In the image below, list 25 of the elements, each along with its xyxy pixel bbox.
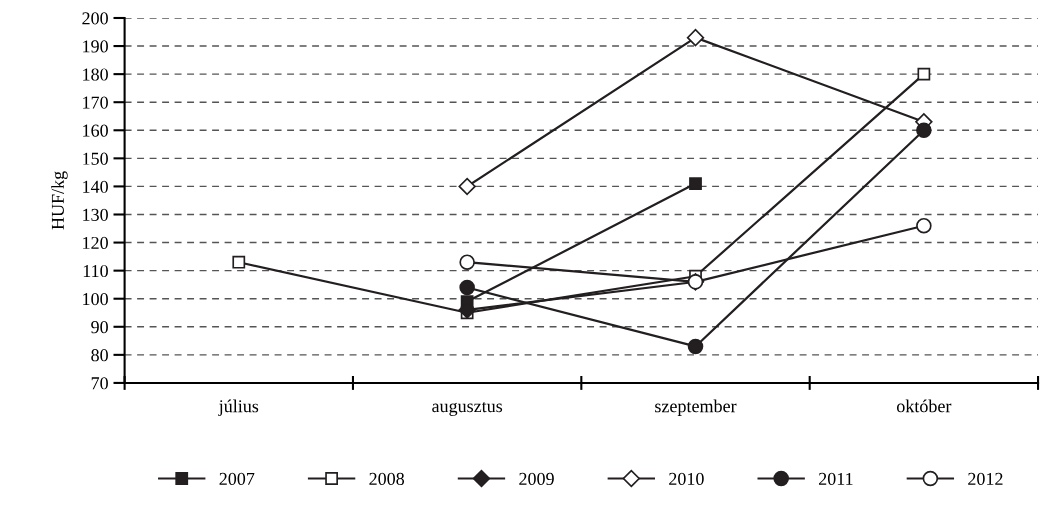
x-tick-label: október	[896, 399, 952, 413]
y-tick-label: 170	[83, 96, 108, 109]
legend-label: 2007	[219, 472, 255, 485]
y-tick-label: 200	[82, 12, 108, 25]
y-tick-label: 190	[83, 40, 108, 53]
x-tick-label: július	[218, 399, 259, 416]
y-tick-label: 120	[83, 236, 108, 250]
y-tick-label: 90	[91, 321, 108, 334]
y-tick-label: 150	[83, 152, 108, 165]
y-tick-label: 140	[83, 180, 108, 193]
legend-label: 2012	[968, 472, 1003, 485]
y-tick-label: 70	[91, 377, 108, 390]
legend-label: 2008	[369, 472, 405, 485]
y-tick-label: 110	[83, 264, 108, 278]
y-tick-label: 160	[83, 124, 108, 137]
x-tick-label: szeptember	[655, 399, 737, 416]
x-tick-label: augusztus	[432, 401, 503, 416]
legend-label: 2009	[519, 472, 554, 485]
y-tick-label: 80	[91, 349, 108, 362]
legend-label: 2010	[669, 472, 704, 485]
legend-label: 2011	[818, 472, 853, 485]
y-tick-label: 130	[83, 208, 108, 221]
y-tick-label: 100	[83, 292, 108, 306]
y-axis-title: HUF/kg	[51, 171, 68, 230]
y-tick-label: 180	[83, 68, 108, 81]
